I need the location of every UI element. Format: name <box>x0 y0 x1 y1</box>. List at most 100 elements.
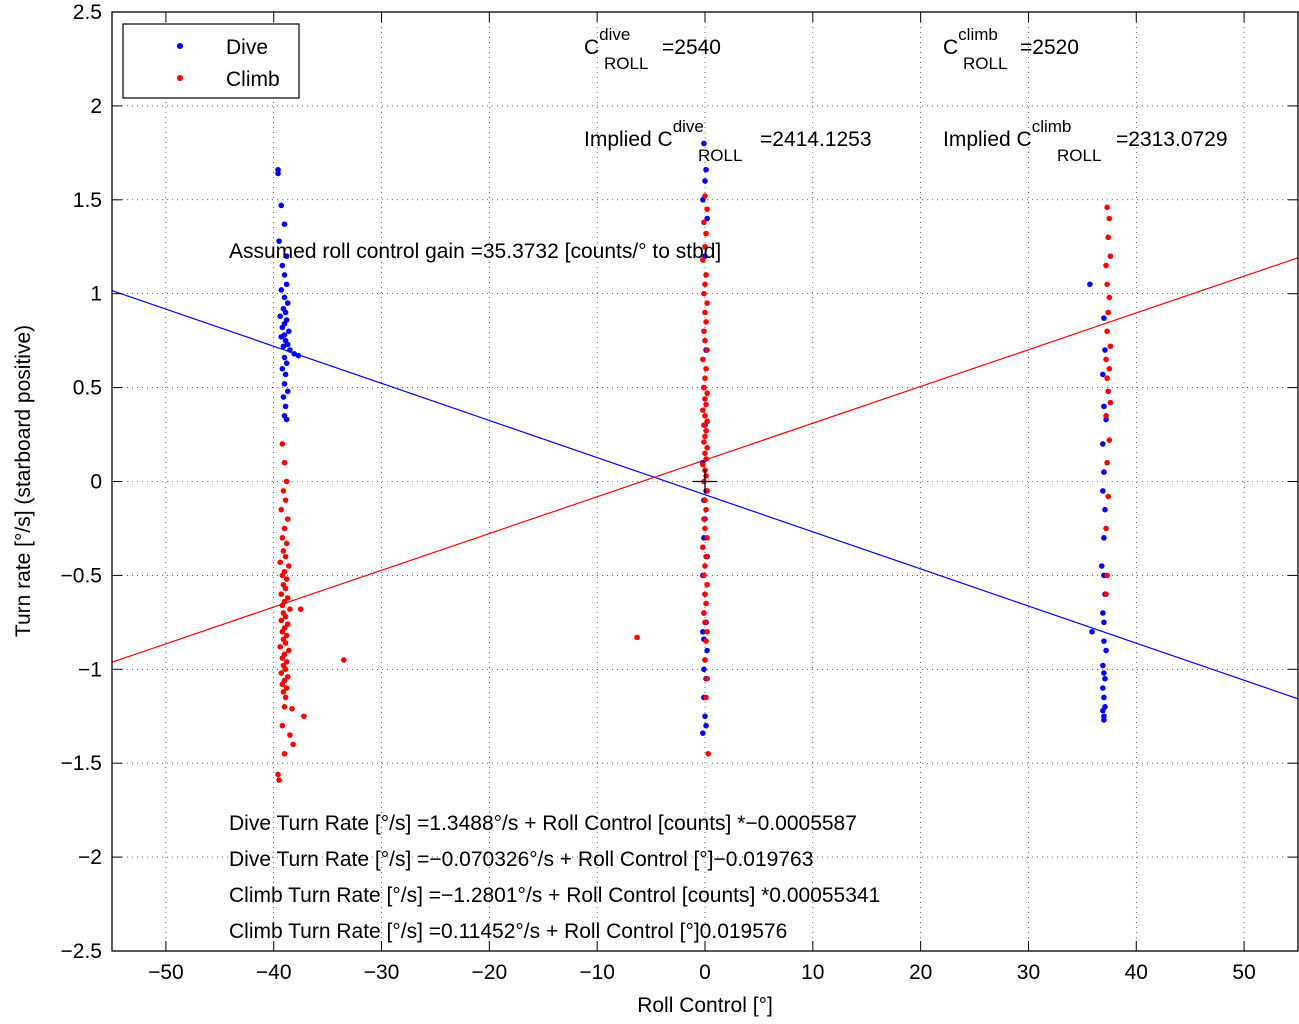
x-tick-label: −20 <box>472 961 508 984</box>
point-dive <box>1101 403 1107 410</box>
point-climb <box>700 461 706 468</box>
fit-line-dive <box>111 290 1299 700</box>
point-climb <box>290 741 296 748</box>
point-climb <box>279 441 286 447</box>
point-climb <box>282 640 289 646</box>
y-tick-label: −0.5 <box>61 564 102 587</box>
y-tick-label: 0 <box>90 471 102 494</box>
point-dive <box>1101 535 1107 541</box>
point-climb <box>634 634 640 641</box>
point-dive <box>281 381 288 387</box>
point-dive <box>276 238 282 244</box>
point-dive <box>282 371 289 378</box>
point-climb <box>704 675 710 682</box>
point-climb <box>704 206 710 212</box>
legend-dive-marker <box>177 43 183 49</box>
x-tick-label: −30 <box>364 961 400 984</box>
point-climb <box>703 230 709 237</box>
point-climb <box>1105 388 1112 395</box>
point-dive <box>281 272 288 278</box>
point-dive <box>1087 281 1093 288</box>
point-dive <box>1100 488 1106 494</box>
point-climb <box>283 658 290 665</box>
point-climb <box>282 694 289 701</box>
point-climb <box>1103 412 1109 419</box>
point-climb <box>704 581 710 588</box>
point-climb <box>1105 493 1112 500</box>
x-tick-label: −40 <box>256 961 292 984</box>
point-climb <box>703 473 709 479</box>
point-climb <box>702 193 708 199</box>
point-dive <box>278 287 285 293</box>
y-tick-label: −2.5 <box>61 940 102 963</box>
point-climb <box>704 535 710 541</box>
point-dive <box>283 416 290 423</box>
point-dive <box>281 354 288 361</box>
point-dive <box>704 647 710 654</box>
point-dive <box>702 178 708 184</box>
point-dive <box>700 730 706 736</box>
point-climb <box>702 309 708 316</box>
point-climb <box>703 638 709 644</box>
point-climb <box>700 407 706 413</box>
legend-box <box>122 23 300 99</box>
point-climb <box>1103 591 1109 597</box>
point-dive <box>284 388 291 395</box>
point-dive <box>1089 628 1095 635</box>
point-dive <box>703 166 709 173</box>
point-climb <box>704 390 710 397</box>
point-climb <box>1104 281 1110 288</box>
point-climb <box>701 610 707 616</box>
point-climb <box>704 488 710 494</box>
x-axis-label: Roll Control [°] <box>637 994 773 1017</box>
point-climb <box>703 366 709 372</box>
point-climb <box>283 540 290 547</box>
point-climb <box>702 525 708 532</box>
point-climb <box>1103 262 1109 269</box>
y-tick-label: −2 <box>78 846 102 869</box>
point-climb <box>703 694 709 701</box>
point-climb <box>280 689 287 695</box>
point-dive <box>280 394 287 400</box>
x-tick-label: 40 <box>1125 961 1148 984</box>
point-climb <box>277 559 283 566</box>
annotation-eq-dive-counts: Dive Turn Rate [°/s] =1.3488°/s + Roll C… <box>229 812 857 835</box>
point-climb <box>284 674 291 680</box>
legend: Dive Climb <box>122 23 300 99</box>
point-dive <box>1102 506 1108 513</box>
point-dive <box>295 352 302 359</box>
point-climb <box>281 459 288 466</box>
point-climb <box>281 525 288 532</box>
annotation-c-roll-dive: Cdive ROLL=2540 <box>584 25 721 73</box>
point-climb <box>702 337 708 344</box>
point-dive <box>279 366 286 372</box>
point-climb <box>275 771 281 778</box>
point-climb <box>279 535 286 541</box>
point-climb <box>1106 366 1113 372</box>
point-climb <box>281 704 288 710</box>
point-climb <box>702 396 708 402</box>
point-climb <box>702 591 708 597</box>
point-climb <box>282 613 289 620</box>
legend-dive-label: Dive <box>226 36 268 59</box>
point-climb <box>703 272 709 278</box>
point-dive <box>1103 647 1109 654</box>
point-dive <box>1100 610 1106 616</box>
point-climb <box>703 401 709 408</box>
point-climb <box>1107 399 1114 406</box>
y-tick-label: 0.5 <box>73 377 102 400</box>
point-dive <box>1101 670 1107 676</box>
point-dive <box>279 324 286 331</box>
point-climb <box>701 516 707 522</box>
point-dive <box>1101 694 1107 701</box>
annotation-implied-c-roll-dive: Implied Cdive ROLL=2414.1253 <box>584 117 872 165</box>
point-dive <box>1100 662 1106 669</box>
annotation-eq-climb-deg: Climb Turn Rate [°/s] =0.11452°/s + Roll… <box>229 920 787 943</box>
annotations: Cdive ROLL=2540 Cclimb ROLL=2520 Implied C… <box>229 25 1228 943</box>
annotation-eq-climb-counts: Climb Turn Rate [°/s] =−1.2801°/s + Roll… <box>229 884 880 907</box>
x-tick-label: 20 <box>909 961 932 984</box>
point-climb <box>704 300 710 306</box>
x-tick-label: −50 <box>148 961 184 984</box>
point-climb <box>286 563 292 569</box>
